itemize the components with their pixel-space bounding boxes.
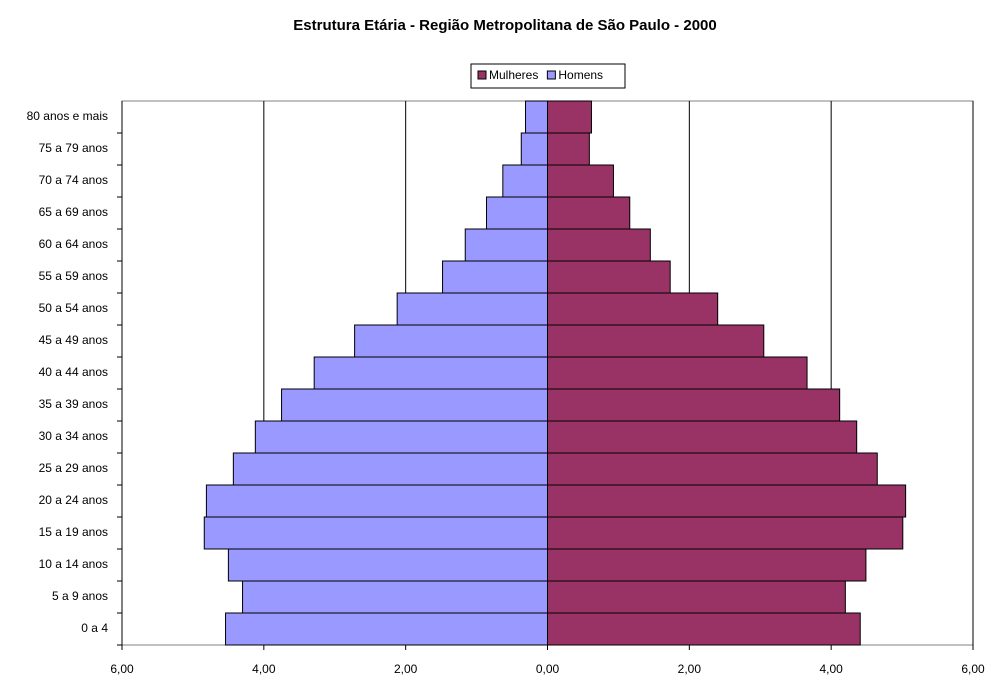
bar [396, 292, 549, 326]
x-tick-label: 6,00 [110, 662, 134, 676]
y-tick-label: 5 a 9 anos [52, 589, 108, 603]
x-tick-label: 2,00 [678, 662, 702, 676]
bar [547, 292, 719, 326]
legend: Mulheres Homens [470, 63, 626, 89]
bar [547, 388, 841, 422]
y-tick-label: 35 a 39 anos [39, 397, 108, 411]
bar [486, 196, 548, 230]
y-tick-label: 45 a 49 anos [39, 333, 108, 347]
legend-swatch [546, 70, 556, 80]
bar [547, 228, 651, 262]
x-tick-label: 0,00 [536, 662, 560, 676]
bar [442, 260, 548, 294]
bar [225, 612, 548, 646]
bar [547, 324, 765, 358]
y-tick-label: 20 a 24 anos [39, 493, 108, 507]
y-tick-label: 60 a 64 anos [39, 237, 108, 251]
y-tick-label: 70 a 74 anos [39, 173, 108, 187]
x-tick-label: 6,00 [961, 662, 985, 676]
y-tick-label: 25 a 29 anos [39, 461, 108, 475]
y-tick-label: 30 a 34 anos [39, 429, 108, 443]
y-tick-label: 15 a 19 anos [39, 525, 108, 539]
bar [547, 548, 867, 582]
bar [227, 548, 548, 582]
legend-label: Mulheres [489, 68, 538, 82]
bar [547, 580, 846, 614]
bar [547, 420, 858, 454]
bar [547, 612, 861, 646]
y-tick-label: 50 a 54 anos [39, 301, 108, 315]
y-tick-label: 55 a 59 anos [39, 269, 108, 283]
bar [254, 420, 548, 454]
bar [547, 196, 631, 230]
bar [520, 132, 548, 166]
chart-title: Estrutura Etária - Região Metropolitana … [293, 17, 716, 34]
bar [547, 132, 590, 166]
bar [547, 452, 878, 486]
y-tick-label: 0 a 4 [81, 621, 108, 635]
x-tick-label: 2,00 [394, 662, 418, 676]
bar [313, 356, 548, 390]
bar [547, 260, 671, 294]
y-tick-label: 10 a 14 anos [39, 557, 108, 571]
bar [502, 164, 549, 198]
bar [354, 324, 548, 358]
bar [547, 100, 592, 134]
bar [547, 356, 808, 390]
y-tick-label: 65 a 69 anos [39, 205, 108, 219]
x-tick-label: 4,00 [252, 662, 276, 676]
bar [525, 100, 548, 134]
bar [547, 484, 907, 518]
bar [281, 388, 548, 422]
bar [242, 580, 549, 614]
x-tick-label: 4,00 [819, 662, 843, 676]
y-tick-label: 75 a 79 anos [39, 141, 108, 155]
bar [203, 516, 548, 550]
legend-label: Homens [558, 68, 603, 82]
y-tick-label: 80 anos e mais [27, 109, 108, 123]
bar [547, 164, 614, 198]
legend-swatch [477, 70, 487, 80]
bar [205, 484, 548, 518]
bar [547, 516, 904, 550]
bar [464, 228, 548, 262]
y-tick-label: 40 a 44 anos [39, 365, 108, 379]
bar [232, 452, 548, 486]
